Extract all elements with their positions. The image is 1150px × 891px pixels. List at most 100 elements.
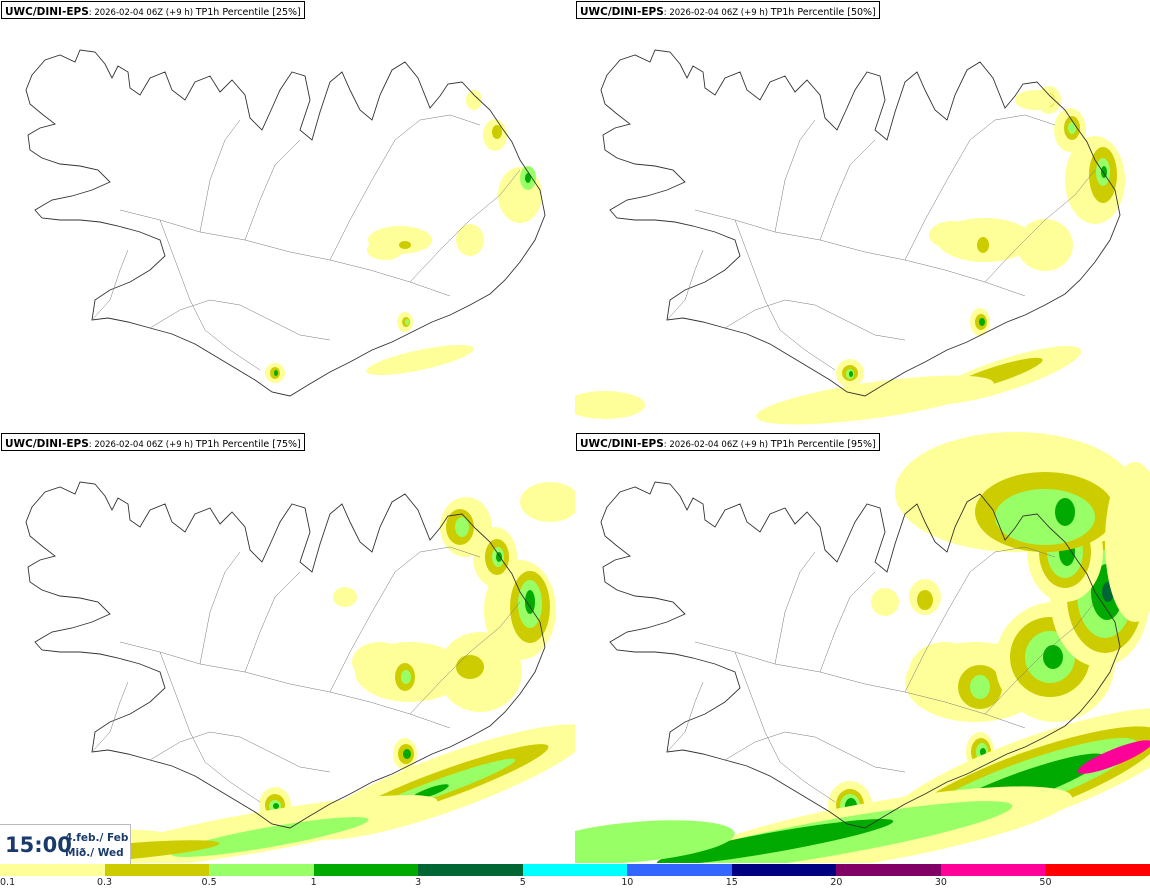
precip-area bbox=[366, 344, 474, 376]
precip-area bbox=[849, 371, 853, 377]
road-line bbox=[119, 209, 451, 297]
road-line bbox=[119, 641, 451, 729]
precip-area bbox=[929, 221, 977, 249]
precip-area bbox=[520, 482, 575, 522]
precip-map-50 bbox=[575, 49, 1125, 425]
road-line bbox=[819, 571, 876, 673]
precip-area bbox=[977, 237, 989, 253]
legend-swatch bbox=[522, 864, 628, 876]
run-info: : 2026-02-04 06Z (+9 h) bbox=[88, 440, 196, 450]
legend-swatch bbox=[313, 864, 419, 876]
precip-area bbox=[1077, 740, 1150, 774]
legend-tick: 0.1 bbox=[0, 877, 16, 888]
legend-tick: 15 bbox=[725, 877, 738, 888]
legend-swatch bbox=[836, 864, 941, 876]
legend-swatch bbox=[940, 864, 1046, 876]
road-line bbox=[734, 651, 836, 803]
road-line bbox=[409, 169, 521, 283]
precip-area bbox=[756, 375, 994, 425]
road-line bbox=[159, 219, 261, 371]
road-line bbox=[244, 139, 301, 241]
legend-swatch bbox=[418, 864, 523, 876]
model-source: UWC/DINI-EPS bbox=[5, 6, 89, 18]
legend-tick: 10 bbox=[621, 877, 634, 888]
precip-area bbox=[525, 173, 531, 183]
coastline bbox=[600, 481, 1121, 829]
map-panel-75: UWC/DINI-EPS: 2026-02-04 06Z (+9 h) TP1h… bbox=[0, 432, 575, 863]
road-line bbox=[329, 546, 481, 693]
legend-tick: 0.3 bbox=[96, 877, 113, 888]
road-line bbox=[904, 114, 1056, 261]
run-info: : 2026-02-04 06Z (+9 h) bbox=[663, 8, 771, 18]
precip-area bbox=[403, 749, 411, 759]
parameter-label: TP1h Percentile [75%] bbox=[195, 439, 301, 450]
precip-area bbox=[456, 224, 484, 256]
precip-area bbox=[575, 820, 735, 863]
legend-swatch bbox=[1045, 864, 1150, 876]
valid-time: 15:00 bbox=[5, 833, 72, 857]
valid-date: 4.feb./ Feb bbox=[65, 832, 129, 844]
precip-area bbox=[333, 587, 357, 607]
precip-area bbox=[399, 241, 411, 249]
color-scale-ticks: 0.1 0.3 0.5 1 3 5 10 15 20 30 50 bbox=[0, 877, 1150, 891]
road-line bbox=[666, 681, 704, 753]
legend-tick: 20 bbox=[830, 877, 843, 888]
road-line bbox=[244, 571, 301, 673]
precip-area bbox=[171, 817, 369, 857]
road-line bbox=[694, 209, 1026, 297]
panel-title: UWC/DINI-EPS: 2026-02-04 06Z (+9 h) TP1h… bbox=[576, 1, 880, 19]
road-line bbox=[774, 551, 816, 665]
precip-area bbox=[273, 803, 279, 809]
precip-area bbox=[575, 391, 645, 419]
color-scale-legend bbox=[0, 864, 1150, 876]
legend-tick: 50 bbox=[1039, 877, 1052, 888]
road-line bbox=[329, 114, 481, 261]
precip-area bbox=[352, 642, 408, 682]
precip-area bbox=[995, 489, 1095, 545]
legend-swatch bbox=[209, 864, 314, 876]
model-source: UWC/DINI-EPS bbox=[580, 438, 664, 450]
valid-time-box: 15:00 4.feb./ Feb Mið./ Wed bbox=[0, 824, 131, 865]
legend-tick: 3 bbox=[415, 877, 422, 888]
panel-title: UWC/DINI-EPS: 2026-02-04 06Z (+9 h) TP1h… bbox=[1, 433, 305, 451]
parameter-label: TP1h Percentile [25%] bbox=[195, 7, 301, 18]
precip-area bbox=[496, 552, 502, 562]
map-panel-50: UWC/DINI-EPS: 2026-02-04 06Z (+9 h) TP1h… bbox=[575, 0, 1150, 431]
precip-area bbox=[871, 588, 899, 616]
map-panel-25: UWC/DINI-EPS: 2026-02-04 06Z (+9 h) TP1h… bbox=[0, 0, 575, 431]
precip-area bbox=[970, 675, 990, 699]
road-line bbox=[159, 651, 261, 803]
precip-area bbox=[405, 319, 409, 325]
road-line bbox=[91, 249, 129, 321]
precip-area bbox=[274, 370, 278, 376]
precip-area bbox=[656, 818, 894, 863]
parameter-label: TP1h Percentile [95%] bbox=[770, 439, 876, 450]
legend-tick: 1 bbox=[310, 877, 317, 888]
precip-area bbox=[979, 318, 985, 326]
road-line bbox=[774, 119, 816, 233]
legend-swatch bbox=[0, 864, 105, 876]
road-line bbox=[734, 219, 836, 371]
precip-area bbox=[1017, 219, 1073, 271]
precip-map-95 bbox=[575, 432, 1150, 863]
road-line bbox=[409, 601, 521, 715]
precip-map-25 bbox=[25, 49, 546, 397]
coastline bbox=[600, 49, 1121, 397]
legend-tick: 5 bbox=[519, 877, 526, 888]
legend-tick: 0.5 bbox=[201, 877, 217, 888]
road-line bbox=[694, 641, 1026, 729]
road-line bbox=[904, 546, 1056, 693]
valid-day: Mið./ Wed bbox=[65, 847, 124, 859]
legend-swatch bbox=[731, 864, 837, 876]
panel-title: UWC/DINI-EPS: 2026-02-04 06Z (+9 h) TP1h… bbox=[1, 1, 305, 19]
precip-area bbox=[367, 240, 403, 260]
panel-title: UWC/DINI-EPS: 2026-02-04 06Z (+9 h) TP1h… bbox=[576, 433, 880, 451]
coastline bbox=[25, 49, 546, 397]
road-line bbox=[666, 249, 704, 321]
legend-swatch bbox=[627, 864, 732, 876]
precip-area bbox=[466, 90, 482, 110]
precip-area bbox=[1055, 498, 1075, 526]
model-source: UWC/DINI-EPS bbox=[5, 438, 89, 450]
legend-swatch bbox=[104, 864, 210, 876]
precip-area bbox=[1105, 462, 1150, 622]
